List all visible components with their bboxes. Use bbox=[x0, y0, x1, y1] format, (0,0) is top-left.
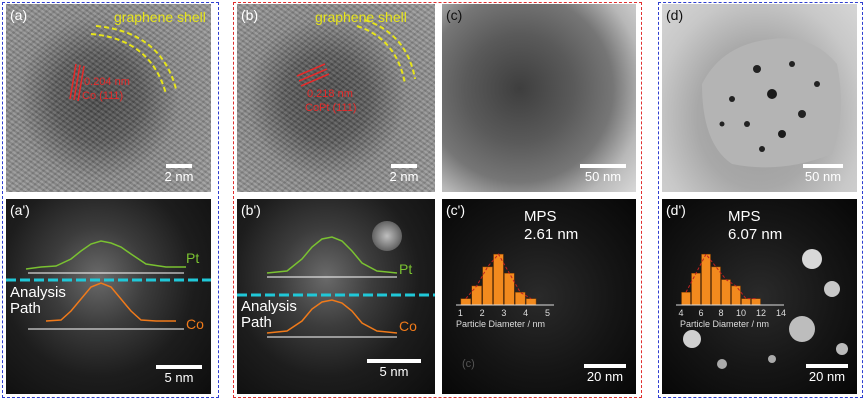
hist-d-tick-label: 12 bbox=[756, 308, 766, 318]
panel-c-prime: (c') MPS 2.61 nm 1 2 3 4 5 Particle Diameter… bbox=[442, 199, 636, 394]
panel-a-prime-overlay bbox=[6, 240, 211, 330]
panel-d-prime-particles bbox=[683, 249, 848, 369]
hist-c-tick-label: 3 bbox=[501, 308, 506, 318]
hist-c-bar bbox=[504, 272, 515, 306]
hist-d-bar bbox=[701, 253, 711, 306]
panel-a-prime: (a') Pt Analysis Path Co 5 nm bbox=[6, 199, 211, 394]
panel-c-label: (c) bbox=[446, 7, 463, 23]
panel-b-prime-scale-text: 5 nm bbox=[379, 364, 409, 379]
panel-a-prime-path-line1: Analysis bbox=[10, 284, 66, 301]
panel-c-prime-title: MPS bbox=[524, 208, 557, 225]
group-d-outline bbox=[658, 2, 863, 398]
panel-b: (b) graphene shell 0.218 nm CoPt (111) 2… bbox=[237, 4, 435, 192]
panel-c-prime-scale-text: 20 nm bbox=[586, 369, 624, 384]
panel-c-prime-scale-bar: 20 nm bbox=[582, 364, 628, 384]
hist-d-bar bbox=[741, 298, 751, 306]
panel-b-prime-scale-bar: 5 nm bbox=[365, 359, 423, 379]
hist-d-bar bbox=[681, 292, 691, 306]
hist-c-fit-curve bbox=[465, 253, 532, 300]
hist-c-tick-label: 1 bbox=[458, 308, 463, 318]
hist-c-bar bbox=[460, 298, 471, 306]
panel-b-prime-bright-particle bbox=[372, 221, 402, 251]
panel-a-prime-co-label: Co bbox=[186, 316, 204, 332]
panel-b-overlay bbox=[296, 19, 416, 87]
panel-a-prime-scale-bar: 5 nm bbox=[154, 365, 204, 385]
panel-d-scale-bar: 50 nm bbox=[798, 164, 848, 184]
panel-d-prime: (d') MPS 6.07 nm 4 6 8 10 12 14 Particle Diam… bbox=[662, 199, 857, 394]
hist-c-bar bbox=[525, 298, 537, 306]
hist-d-tick-label: 6 bbox=[698, 308, 703, 318]
panel-b-prime-path-line2: Path bbox=[241, 314, 272, 331]
panel-a-overlay bbox=[69, 25, 177, 102]
panel-c-prime-size: 2.61 nm bbox=[524, 226, 579, 243]
panel-d-prime-size: 6.07 nm bbox=[728, 226, 783, 243]
panel-b-prime-co-label: Co bbox=[399, 318, 417, 334]
hist-c-bar bbox=[471, 285, 482, 306]
panel-a-shell-label: graphene shell bbox=[114, 9, 206, 25]
panel-b-prime-path-line1: Analysis bbox=[241, 298, 297, 315]
panel-a: (a) graphene shell 0.204 nm Co (111) 2 n… bbox=[6, 4, 211, 192]
panel-b-label: (b) bbox=[241, 7, 259, 23]
hist-d-bar bbox=[691, 272, 701, 306]
panel-b-shell-label: graphene shell bbox=[315, 9, 407, 25]
panel-a-prime-label: (a') bbox=[10, 202, 30, 218]
histogram-d: 4 6 8 10 12 14 bbox=[676, 253, 786, 318]
panel-d-prime-scale-text: 20 nm bbox=[808, 369, 846, 384]
panel-b-scale-bar: 2 nm bbox=[389, 164, 419, 184]
panel-a-prime-pt-label: Pt bbox=[186, 250, 200, 266]
panel-d-prime-scale-bar: 20 nm bbox=[804, 364, 850, 384]
hist-c-tick-label: 5 bbox=[545, 308, 550, 318]
panel-a-prime-path-line2: Path bbox=[10, 300, 41, 317]
panel-c-prime-ghost-label: (c) bbox=[462, 358, 475, 370]
hist-d-bar bbox=[721, 279, 731, 306]
panel-d: (d) 50 nm bbox=[662, 4, 857, 192]
panel-a-plane: Co (111) bbox=[82, 90, 124, 102]
panel-d-prime-title: MPS bbox=[728, 208, 761, 225]
panel-c-prime-xlabel: Particle Diameter / nm bbox=[456, 319, 546, 329]
panel-b-scale-text: 2 nm bbox=[389, 169, 419, 184]
hist-d-bar bbox=[731, 285, 741, 306]
hist-d-tick-label: 8 bbox=[718, 308, 723, 318]
panel-d-scale-text: 50 nm bbox=[804, 169, 842, 184]
hist-d-tick-label: 4 bbox=[678, 308, 683, 318]
panel-b-plane: CoPt (111) bbox=[305, 102, 357, 114]
panel-a-prime-scale-text: 5 nm bbox=[164, 370, 194, 385]
panel-d-particles bbox=[702, 38, 841, 168]
panel-b-prime: (b') Pt Analysis Path Co 5 nm bbox=[237, 199, 435, 394]
panel-a-label: (a) bbox=[10, 7, 28, 23]
panel-d-prime-xlabel: Particle Diameter / nm bbox=[680, 319, 770, 329]
panel-a-scale-text: 2 nm bbox=[164, 169, 194, 184]
panel-a-spacing: 0.204 nm bbox=[84, 76, 130, 88]
panel-c-scale-text: 50 nm bbox=[584, 169, 622, 184]
group-bc-outline bbox=[233, 2, 642, 398]
panel-c-prime-label: (c') bbox=[446, 202, 465, 218]
hist-d-fit-curve bbox=[685, 253, 756, 300]
hist-d-bar bbox=[751, 298, 761, 306]
hist-d-tick-label: 10 bbox=[736, 308, 746, 318]
panel-a-scale-bar: 2 nm bbox=[164, 164, 194, 184]
group-a-outline bbox=[2, 2, 219, 398]
hist-c-tick-label: 2 bbox=[480, 308, 485, 318]
hist-c-tick-label: 4 bbox=[523, 308, 528, 318]
hist-d-bar bbox=[711, 266, 721, 306]
panel-b-prime-label: (b') bbox=[241, 202, 261, 218]
panel-d-label: (d) bbox=[666, 7, 684, 23]
panel-b-spacing: 0.218 nm bbox=[307, 88, 353, 100]
hist-d-tick-label: 14 bbox=[776, 308, 786, 318]
histogram-c: 1 2 3 4 5 bbox=[456, 253, 554, 318]
hist-c-bar bbox=[515, 292, 526, 306]
hist-c-bar bbox=[493, 253, 504, 306]
panel-d-prime-label: (d') bbox=[666, 202, 686, 218]
panel-b-prime-overlay bbox=[237, 236, 435, 338]
panel-b-prime-pt-label: Pt bbox=[399, 261, 413, 277]
panel-c: (c) 50 nm bbox=[442, 4, 636, 192]
panel-c-scale-bar: 50 nm bbox=[578, 164, 628, 184]
